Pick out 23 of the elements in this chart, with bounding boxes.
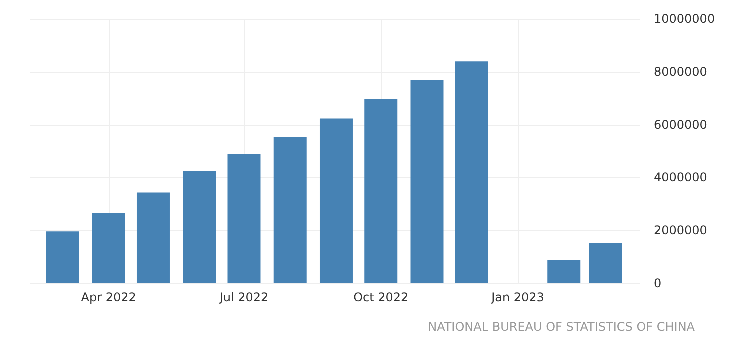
bar xyxy=(274,137,307,284)
x-tick-label: Oct 2022 xyxy=(354,290,409,304)
y-tick-label: 6000000 xyxy=(654,118,708,132)
bar xyxy=(589,243,622,284)
bar xyxy=(548,260,581,284)
y-tick-label: 8000000 xyxy=(654,64,708,79)
bar xyxy=(364,99,398,284)
y-tick-label: 4000000 xyxy=(654,170,708,185)
bar xyxy=(46,232,80,284)
bar xyxy=(183,171,216,284)
x-tick-label: Apr 2022 xyxy=(81,290,136,304)
text: NATIONAL BUREAU OF STATISTICS OF CHINA xyxy=(428,320,696,334)
bar xyxy=(320,118,353,284)
bar xyxy=(410,80,444,284)
y-tick-label: 10000000 xyxy=(654,12,716,26)
bar xyxy=(92,213,126,284)
y-tick-label: 2000000 xyxy=(654,224,708,238)
bar xyxy=(228,154,261,284)
x-tick-label: Jan 2023 xyxy=(490,290,544,304)
bar xyxy=(136,192,170,284)
x-tick-label: Jul 2022 xyxy=(218,290,269,304)
y-tick-label: 0 xyxy=(654,276,662,290)
bar xyxy=(455,62,488,284)
